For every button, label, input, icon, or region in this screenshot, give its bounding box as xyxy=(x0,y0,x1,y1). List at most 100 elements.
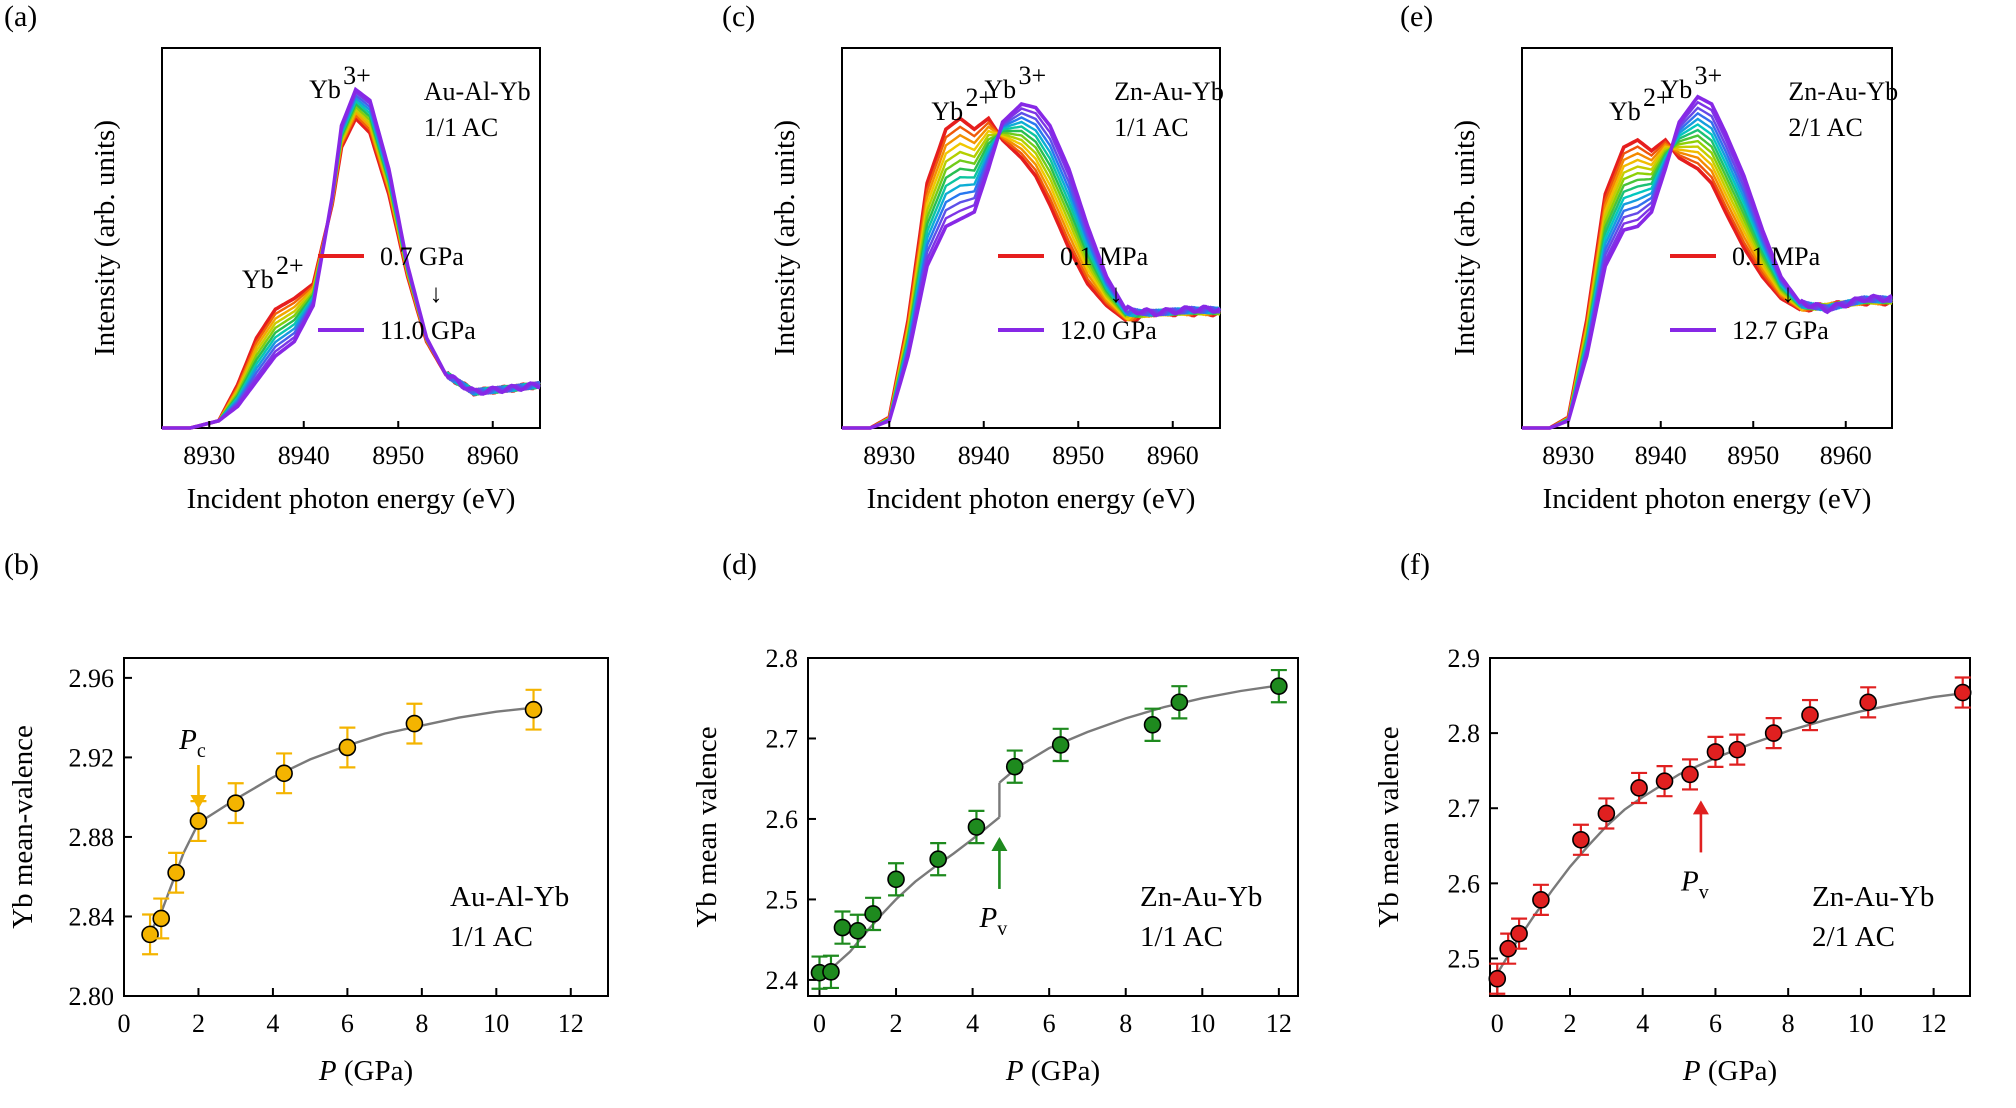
chart-e-spectra: 8930 8940 8950 8960 Incident photon energy (… xyxy=(1449,47,1898,515)
legend-last-label: 12.0 GPa xyxy=(1060,316,1157,345)
sample-name: Au-Al-Yb xyxy=(450,881,569,913)
y-axis-label: Intensity (arb. units) xyxy=(1449,120,1481,356)
plot-frame xyxy=(1489,657,1971,997)
marker-circle xyxy=(1488,969,1507,988)
data-point xyxy=(1270,668,1288,704)
x-tick-label: 6 xyxy=(1709,1009,1722,1038)
spectrum-curve xyxy=(1522,94,1893,430)
sample-name: Zn-Au-Yb xyxy=(1788,77,1898,106)
x-axis-label: Incident photon energy (eV) xyxy=(1543,483,1872,515)
x-axis-label: P (GPa) xyxy=(1682,1055,1777,1087)
data-point xyxy=(1630,771,1648,805)
x-tick-label: 2 xyxy=(1564,1009,1577,1038)
legend-arrow: ↓ xyxy=(1110,279,1123,308)
data-point xyxy=(524,688,543,731)
data-point xyxy=(338,726,357,769)
x-axis-label: Incident photon energy (eV) xyxy=(187,483,516,515)
data-point xyxy=(275,752,293,795)
peak-yb2-label: Yb xyxy=(931,97,963,126)
x-tick-label: 4 xyxy=(1636,1009,1649,1038)
x-tick-label: 10 xyxy=(1189,1009,1215,1038)
marker-circle xyxy=(152,909,171,928)
marker-circle xyxy=(1801,706,1819,724)
marker-circle xyxy=(1572,830,1590,849)
sample-name: Zn-Au-Yb xyxy=(1140,881,1262,913)
marker-circle xyxy=(848,922,867,940)
x-tick-label: 8940 xyxy=(958,441,1010,470)
y-tick-label: 2.92 xyxy=(69,743,115,772)
marker-circle xyxy=(524,700,543,719)
y-tick-label: 2.8 xyxy=(1448,719,1481,748)
y-tick-label: 2.7 xyxy=(766,724,799,753)
marker-circle xyxy=(864,905,882,923)
marker-circle xyxy=(1655,772,1674,790)
data-point xyxy=(405,702,424,745)
peak-yb3-label: Yb xyxy=(1660,75,1692,104)
sample-structure: 2/1 AC xyxy=(1812,921,1895,953)
data-point xyxy=(1681,758,1699,791)
y-tick-label: 2.6 xyxy=(1448,869,1481,898)
marker-circle xyxy=(1953,683,1972,702)
sample-structure: 1/1 AC xyxy=(1114,113,1188,142)
data-point xyxy=(1801,698,1819,732)
x-tick-label: 8930 xyxy=(183,441,235,470)
marker-circle xyxy=(1764,724,1783,742)
spectra-curves xyxy=(842,102,1222,430)
pv-arrow-head xyxy=(991,836,1008,851)
pv-label-subscript: v xyxy=(1699,881,1709,903)
spectra-curves xyxy=(162,86,542,430)
marker-circle xyxy=(1859,693,1877,712)
pv-label-symbol: P xyxy=(979,902,998,934)
panel-label-d: (d) xyxy=(722,548,757,581)
x-tick-label: 12 xyxy=(558,1009,584,1038)
y-axis-label: Yb mean valence xyxy=(1373,726,1405,927)
marker-circle xyxy=(1597,804,1616,823)
y-tick-label: 2.8 xyxy=(766,644,799,673)
marker-circle xyxy=(1532,891,1550,909)
data-point xyxy=(152,897,171,940)
marker-circle xyxy=(1143,715,1162,734)
x-tick-label: 8 xyxy=(1119,1009,1132,1038)
y-axis-label: Intensity (arb. units) xyxy=(89,120,121,356)
x-axis-label-symbol: P xyxy=(318,1055,337,1087)
marker-circle xyxy=(967,818,986,836)
plot-frame xyxy=(807,657,1299,997)
data-point xyxy=(967,809,986,845)
legend-last-label: 11.0 GPa xyxy=(380,316,476,345)
x-tick-label: 0 xyxy=(1491,1009,1504,1038)
data-point xyxy=(167,851,185,894)
marker-circle xyxy=(929,850,947,868)
data-point xyxy=(1859,686,1877,719)
x-tick-label: 12 xyxy=(1266,1009,1292,1038)
x-axis-label-symbol: P xyxy=(1005,1055,1024,1087)
spectra-curves xyxy=(1522,94,1894,430)
marker-circle xyxy=(189,812,208,830)
x-tick-label: 2 xyxy=(890,1009,903,1038)
marker-circle xyxy=(822,963,840,981)
data-point xyxy=(1572,823,1590,856)
peak-yb2-superscript: 2+ xyxy=(965,83,993,112)
pc-label-subscript: c xyxy=(197,740,206,762)
x-axis-label-symbol: P xyxy=(1682,1055,1701,1087)
y-axis-label: Yb mean valence xyxy=(691,726,723,927)
data-point xyxy=(887,862,905,897)
x-tick-label: 8950 xyxy=(1052,441,1104,470)
marker-circle xyxy=(833,918,852,937)
pv-label: Pv xyxy=(1680,865,1709,903)
marker-circle xyxy=(141,925,159,944)
x-axis-label: Incident photon energy (eV) xyxy=(867,483,1196,515)
data-point xyxy=(1488,962,1507,995)
marker-circle xyxy=(1681,765,1699,784)
marker-circle xyxy=(405,714,424,733)
sample-structure: 1/1 AC xyxy=(450,921,533,953)
data-point xyxy=(1953,676,1972,709)
spectrum-curve xyxy=(162,86,541,430)
x-tick-label: 0 xyxy=(813,1009,826,1038)
peak-yb3-label: Yb xyxy=(309,75,341,104)
data-point xyxy=(1170,685,1189,720)
x-tick-label: 6 xyxy=(341,1009,354,1038)
pv-label-subscript: v xyxy=(997,918,1007,940)
y-tick-label: 2.5 xyxy=(766,885,799,914)
legend-first-label: 0.1 MPa xyxy=(1060,242,1149,271)
peak-yb3-superscript: 3+ xyxy=(1695,61,1723,90)
